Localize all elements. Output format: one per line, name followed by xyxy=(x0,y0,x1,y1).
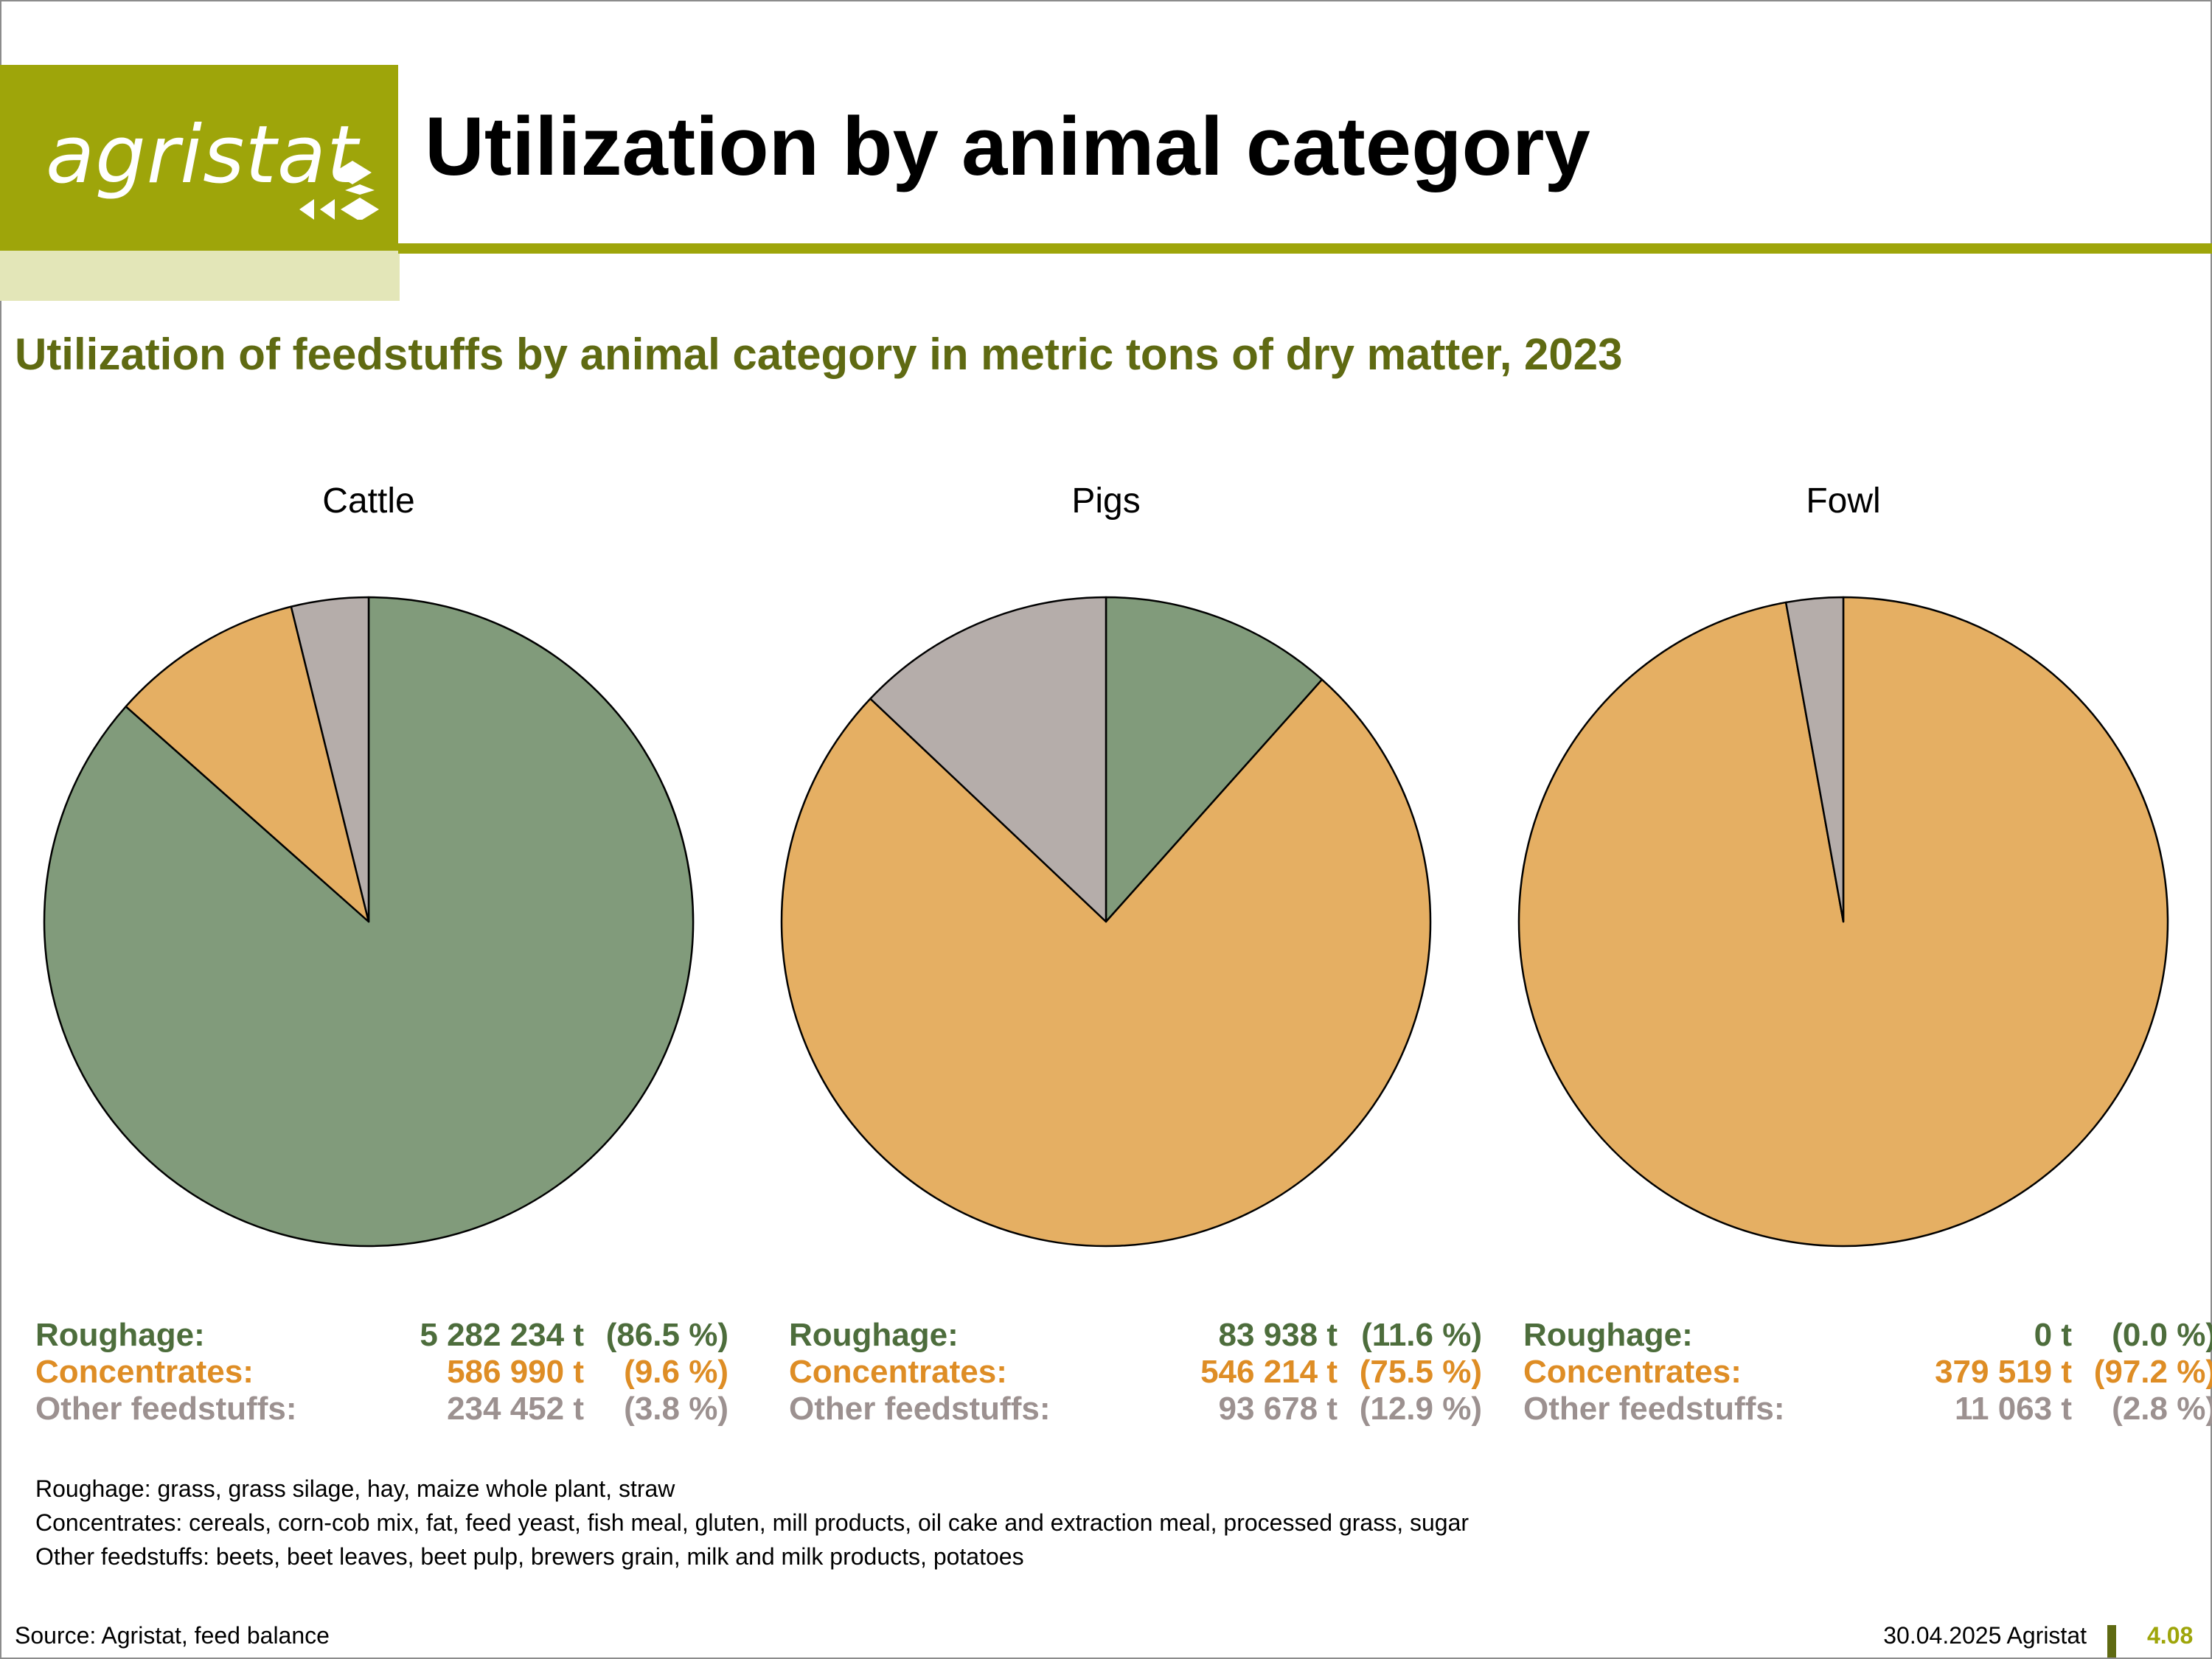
legend-percent: (0.0 %) xyxy=(2112,1317,2212,1353)
legend-value: 546 214 t xyxy=(1200,1354,1338,1390)
page-title: Utilization by animal category xyxy=(425,100,1590,192)
legend-value: 379 519 t xyxy=(1935,1354,2072,1390)
legend-value: 234 452 t xyxy=(447,1391,584,1427)
legend-row-concentrates: Concentrates: 546 214 t (75.5 %) xyxy=(789,1354,1482,1391)
legend-row-other: Other feedstuffs: 93 678 t (12.9 %) xyxy=(789,1391,1482,1427)
pie-chart-cattle xyxy=(43,596,695,1248)
pie-chart-pigs xyxy=(780,596,1432,1248)
legend-row-roughage: Roughage: 0 t (0.0 %) xyxy=(1523,1317,2212,1354)
logo-panel xyxy=(0,65,398,251)
definitions: Roughage: grass, grass silage, hay, maiz… xyxy=(35,1472,1469,1573)
legend-label: Roughage: xyxy=(35,1317,205,1353)
legend-value: 586 990 t xyxy=(447,1354,584,1390)
legend-row-concentrates: Concentrates: 379 519 t (97.2 %) xyxy=(1523,1354,2212,1391)
pie-slice-other xyxy=(1784,596,1845,923)
legend-cattle: Roughage: 5 282 234 t (86.5 %) Concentra… xyxy=(35,1317,728,1427)
agristat-logo-icon xyxy=(299,161,379,220)
pie-chart-fowl xyxy=(1517,596,2169,1248)
legend-percent: (11.6 %) xyxy=(1361,1317,1482,1353)
legend-percent: (3.8 %) xyxy=(624,1391,728,1427)
legend-fowl: Roughage: 0 t (0.0 %) Concentrates: 379 … xyxy=(1523,1317,2212,1427)
legend-value: 93 678 t xyxy=(1218,1391,1338,1427)
pie-slice-concentrates xyxy=(125,605,370,923)
pie-slice-roughage xyxy=(1105,596,1324,923)
legend-label: Concentrates: xyxy=(35,1354,254,1390)
legend-percent: (86.5 %) xyxy=(605,1317,728,1353)
legend-value: 0 t xyxy=(2034,1317,2072,1353)
legend-row-other: Other feedstuffs: 11 063 t (2.8 %) xyxy=(1523,1391,2212,1427)
legend-label: Concentrates: xyxy=(1523,1354,1742,1390)
definition-concentrates: Concentrates: cereals, corn-cob mix, fat… xyxy=(35,1509,1470,1536)
header-rule xyxy=(398,243,2212,254)
legend-label: Other feedstuffs: xyxy=(35,1391,297,1427)
legend-label: Other feedstuffs: xyxy=(1523,1391,1785,1427)
legend-label: Roughage: xyxy=(1523,1317,1693,1353)
footer-divider xyxy=(2107,1625,2116,1658)
agristat-logo-text: agristat xyxy=(46,109,359,201)
legend-label: Concentrates: xyxy=(789,1354,1007,1390)
legend-row-roughage: Roughage: 5 282 234 t (86.5 %) xyxy=(35,1317,728,1354)
legend-percent: (9.6 %) xyxy=(624,1354,728,1390)
definition-roughage: Roughage: grass, grass silage, hay, maiz… xyxy=(35,1475,675,1502)
source-note: Source: Agristat, feed balance xyxy=(15,1622,330,1649)
page-number: 4.08 xyxy=(2147,1622,2194,1649)
legend-value: 11 063 t xyxy=(1954,1391,2072,1427)
pie-title-fowl: Fowl xyxy=(1806,481,1881,521)
pie-title-pigs: Pigs xyxy=(1071,481,1141,521)
chart-subtitle: Utilization of feedstuffs by animal cate… xyxy=(15,330,1623,379)
definition-other: Other feedstuffs: beets, beet leaves, be… xyxy=(35,1543,1024,1570)
logo-accent-band xyxy=(0,251,400,301)
legend-percent: (75.5 %) xyxy=(1359,1354,1482,1390)
legend-row-concentrates: Concentrates: 586 990 t (9.6 %) xyxy=(35,1354,728,1391)
legend-pigs: Roughage: 83 938 t (11.6 %) Concentrates… xyxy=(789,1317,1482,1427)
legend-value: 5 282 234 t xyxy=(420,1317,584,1353)
legend-percent: (12.9 %) xyxy=(1359,1391,1482,1427)
legend-percent: (97.2 %) xyxy=(2093,1354,2212,1390)
pie-slice-other xyxy=(290,596,370,923)
legend-row-other: Other feedstuffs: 234 452 t (3.8 %) xyxy=(35,1391,728,1427)
legend-row-roughage: Roughage: 83 938 t (11.6 %) xyxy=(789,1317,1482,1354)
pie-slice-other xyxy=(869,596,1107,923)
pie-title-cattle: Cattle xyxy=(322,481,415,521)
legend-percent: (2.8 %) xyxy=(2112,1391,2212,1427)
footer-date: 30.04.2025 Agristat xyxy=(1883,1622,2087,1649)
legend-label: Other feedstuffs: xyxy=(789,1391,1051,1427)
legend-label: Roughage: xyxy=(789,1317,959,1353)
pie-slice-concentrates xyxy=(780,678,1432,1248)
legend-value: 83 938 t xyxy=(1218,1317,1338,1353)
